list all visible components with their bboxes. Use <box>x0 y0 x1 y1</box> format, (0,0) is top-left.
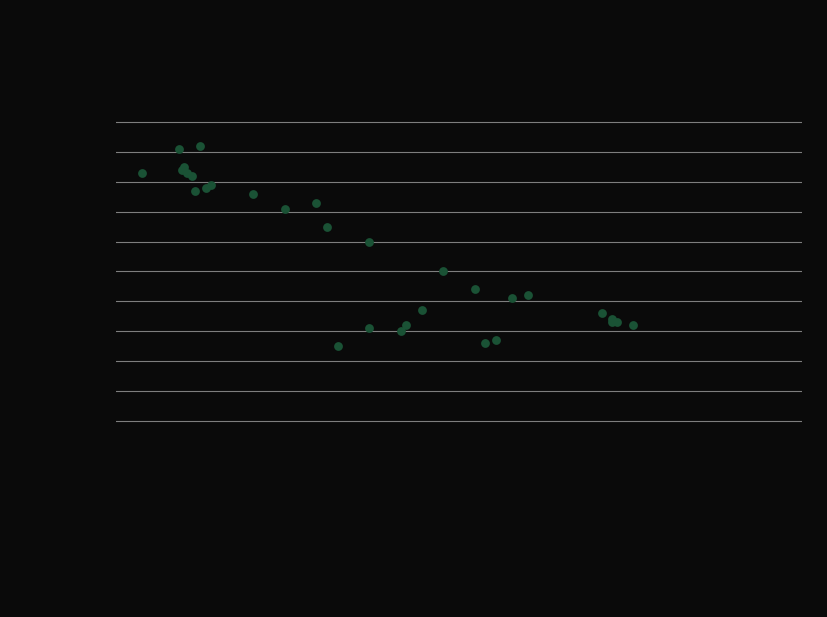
Point <box>178 162 191 172</box>
Point <box>505 294 519 304</box>
Point <box>479 338 492 348</box>
Point <box>331 341 344 351</box>
Point <box>399 320 413 330</box>
Point <box>310 198 323 208</box>
Point <box>611 317 624 327</box>
Point <box>246 189 260 199</box>
Point <box>173 144 186 154</box>
Point <box>627 320 640 330</box>
Point <box>468 284 481 294</box>
Point <box>394 326 408 336</box>
Point <box>415 305 428 315</box>
Point <box>437 267 450 276</box>
Point <box>278 204 291 214</box>
Point <box>186 171 199 181</box>
Point <box>490 335 503 345</box>
Point <box>194 141 207 151</box>
Point <box>136 168 149 178</box>
Point <box>605 314 619 324</box>
Point <box>362 237 375 247</box>
Point <box>180 168 194 178</box>
Point <box>362 323 375 333</box>
Point <box>605 317 619 327</box>
Point <box>521 291 534 300</box>
Point <box>320 222 333 232</box>
Point <box>204 180 218 190</box>
Point <box>199 183 213 193</box>
Point <box>595 308 608 318</box>
Point <box>189 186 202 196</box>
Point <box>175 165 189 175</box>
